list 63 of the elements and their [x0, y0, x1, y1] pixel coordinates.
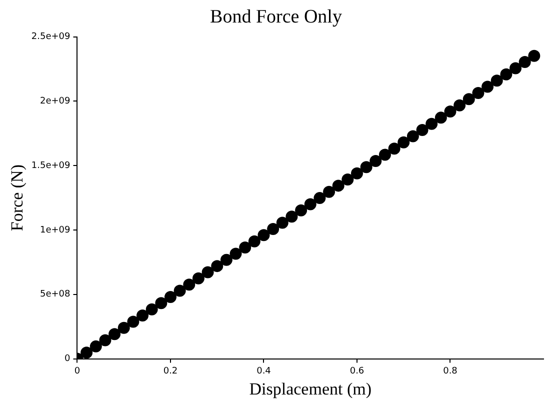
point	[239, 242, 252, 254]
point	[482, 80, 494, 93]
point	[295, 204, 308, 216]
point	[118, 322, 130, 334]
point	[211, 260, 224, 272]
y-tick-label: 1e+09	[40, 225, 71, 236]
point	[426, 118, 438, 130]
chart-title: Bond Force Only	[210, 6, 342, 28]
point	[155, 297, 168, 310]
point	[164, 290, 176, 303]
point	[304, 198, 316, 210]
point	[230, 248, 242, 260]
point	[462, 93, 475, 106]
point	[108, 328, 121, 340]
point	[267, 222, 280, 235]
point	[472, 86, 484, 99]
point	[398, 136, 410, 148]
point	[528, 50, 540, 62]
point	[202, 266, 214, 278]
x-tick-label: 0.4	[256, 366, 272, 377]
point	[518, 56, 531, 68]
y-tick-label: 1.5e+09	[31, 160, 71, 171]
point	[90, 340, 102, 352]
point	[248, 235, 260, 248]
point	[500, 68, 512, 80]
point	[454, 99, 466, 112]
point	[388, 142, 400, 155]
point	[258, 229, 270, 242]
point	[276, 216, 288, 229]
point	[416, 124, 428, 136]
point	[323, 186, 336, 198]
y-tick-label: 2.5e+09	[31, 32, 71, 42]
point	[174, 284, 186, 297]
point	[332, 180, 344, 192]
point	[183, 278, 196, 291]
point	[406, 130, 419, 142]
point	[80, 346, 93, 359]
point	[360, 161, 372, 174]
point	[342, 174, 354, 186]
y-tick-label: 5e+08	[40, 290, 71, 300]
point	[99, 334, 112, 346]
point	[351, 167, 363, 180]
point	[370, 154, 382, 167]
y-tick-label: 0	[64, 354, 71, 364]
x-tick-label: 0.2	[163, 366, 178, 377]
point	[286, 210, 298, 223]
point	[127, 316, 140, 328]
point	[192, 272, 204, 284]
point	[444, 106, 456, 118]
point	[314, 192, 326, 204]
point	[378, 148, 391, 161]
point	[490, 74, 503, 87]
point	[434, 112, 447, 124]
x-tick-label: 0.8	[443, 366, 458, 377]
x-axis-title: Displacement (m)	[249, 379, 372, 398]
x-tick-label: 0	[74, 366, 80, 377]
point	[136, 310, 149, 322]
x-tick-label: 0.6	[350, 366, 364, 377]
y-axis-title: Force (N)	[8, 164, 27, 232]
point	[220, 254, 232, 266]
point	[510, 62, 522, 74]
y-tick-label: 2e+09	[40, 96, 71, 107]
point	[146, 303, 158, 316]
